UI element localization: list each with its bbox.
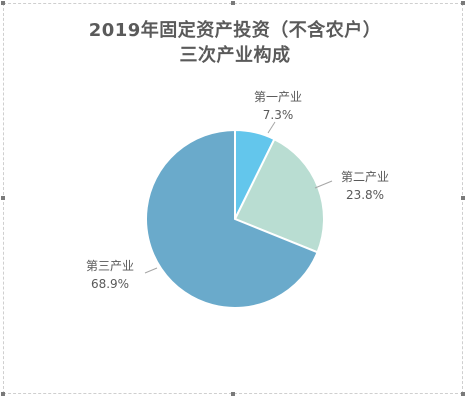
pie-slice-3[interactable]	[145, 128, 319, 309]
resize-handle-middle-left[interactable]	[1, 196, 5, 200]
leader-line-3	[144, 267, 158, 274]
chart-title: 2019年固定资产投资（不含农户）	[88, 20, 382, 41]
resize-handle-middle-right[interactable]	[461, 196, 465, 200]
slice-value-label-2: 23.8%	[346, 188, 384, 202]
pie-slices	[145, 128, 325, 309]
slice-labels: 第一产业 7.3% 第二产业 23.8% 第三产业 68.9%	[86, 90, 389, 291]
chart-title-block: 2019年固定资产投资（不含农户） 三次产业构成	[0, 18, 470, 68]
slice-value-label-3: 68.9%	[91, 277, 129, 291]
slice-value-label-1: 7.3%	[263, 108, 294, 122]
slice-category-label-2: 第二产业	[341, 170, 389, 184]
leader-line-1	[267, 121, 276, 134]
resize-handle-top-left[interactable]	[1, 1, 5, 5]
resize-handle-bottom-right[interactable]	[461, 392, 465, 396]
slice-category-label-1: 第一产业	[254, 90, 302, 104]
slice-category-label-3: 第三产业	[86, 259, 134, 273]
leader-line-2	[314, 180, 333, 189]
leader-lines	[144, 121, 333, 274]
chart-subtitle: 三次产业构成	[179, 45, 291, 66]
resize-handle-top-right[interactable]	[461, 1, 465, 5]
resize-handle-bottom-center[interactable]	[231, 392, 235, 396]
pie-slice-2[interactable]	[233, 137, 325, 254]
resize-handle-bottom-left[interactable]	[1, 392, 5, 396]
resize-handle-top-center[interactable]	[231, 1, 235, 5]
